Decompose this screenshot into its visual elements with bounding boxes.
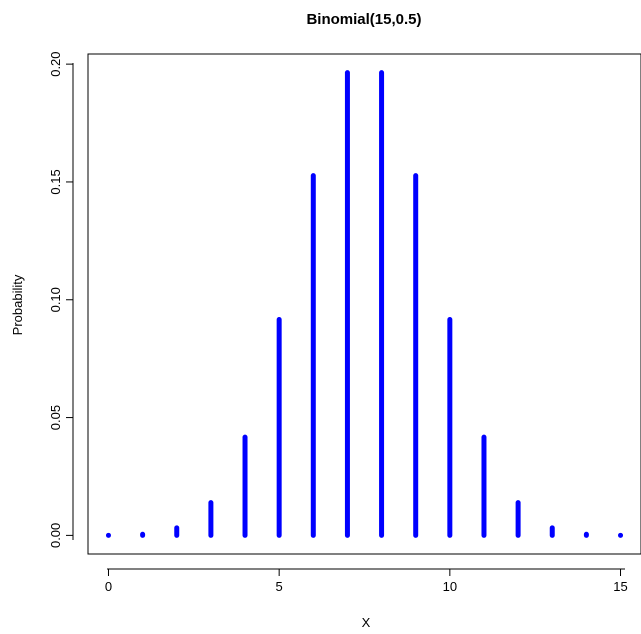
y-axis-label: Probability (10, 274, 25, 335)
x-tick-label-10: 10 (443, 579, 457, 594)
x-tick-label-15: 15 (613, 579, 627, 594)
y-tick-label-1: 0.05 (48, 405, 63, 430)
y-tick-label-4: 0.20 (48, 51, 63, 76)
x-tick-label-0: 0 (105, 579, 112, 594)
y-ticks-group: 0.00 0.05 0.10 0.15 0.20 (48, 51, 73, 548)
bars-group (105, 70, 624, 538)
y-tick-label-3: 0.15 (48, 169, 63, 194)
y-tick-label-2: 0.10 (48, 287, 63, 312)
x-axis-label: X (362, 615, 371, 630)
plot-area (87, 53, 641, 555)
x-ticks-group: 0 5 10 15 (105, 569, 628, 594)
y-tick-label-0: 0.00 (48, 523, 63, 548)
x-tick-label-5: 5 (276, 579, 283, 594)
chart-title: Binomial(15,0.5) (306, 11, 421, 28)
